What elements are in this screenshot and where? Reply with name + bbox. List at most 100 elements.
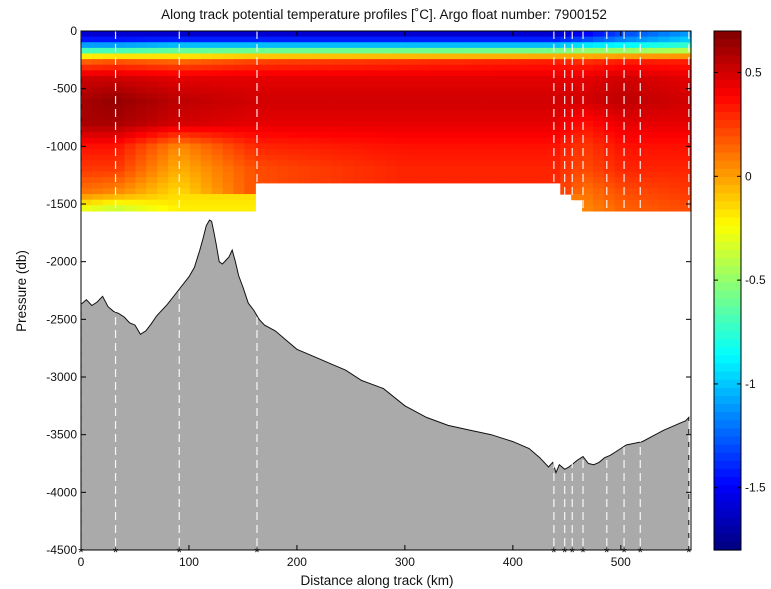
heatmap-cell (396, 36, 409, 43)
heatmap-cell (364, 137, 376, 145)
colorbar: 0.50-0.5-1-1.5 (713, 30, 766, 551)
heatmap-cell (320, 42, 333, 49)
heatmap-cell (146, 59, 158, 66)
heatmap-cell (560, 160, 572, 167)
heatmap-cell (200, 188, 213, 195)
heatmap-cell (571, 182, 583, 190)
heatmap-cell (538, 126, 550, 133)
heatmap-cell (157, 70, 169, 77)
heatmap-cell (549, 75, 561, 83)
heatmap-cell (91, 154, 104, 161)
heatmap-cell (462, 75, 474, 83)
profile-marker: * (113, 544, 119, 560)
heatmap-cell (505, 109, 518, 116)
heatmap-cell (625, 47, 638, 55)
heatmap-cell (222, 115, 235, 122)
heatmap-cell (429, 104, 442, 111)
heatmap-cell (233, 188, 245, 195)
heatmap-cell (505, 64, 518, 71)
heatmap-cell (658, 75, 670, 83)
heatmap-cell (538, 42, 550, 49)
heatmap-cell (102, 143, 115, 150)
heatmap-cell (298, 171, 311, 178)
heatmap-cell (473, 42, 485, 49)
heatmap-cell (331, 42, 344, 49)
heatmap-cell (636, 36, 649, 43)
colorbar-swatch (714, 217, 741, 227)
heatmap-cell (494, 165, 507, 173)
heatmap-cell (124, 31, 137, 38)
heatmap-cell (505, 165, 518, 173)
heatmap-cell (516, 149, 529, 156)
heatmap-cell (505, 36, 518, 43)
heatmap-cell (222, 143, 235, 150)
heatmap-cell (189, 64, 202, 71)
heatmap-cell (592, 75, 605, 83)
heatmap-cell (113, 182, 126, 190)
heatmap-cell (451, 165, 463, 173)
heatmap-cell (647, 98, 659, 105)
heatmap-cell (592, 115, 605, 122)
heatmap-cell (331, 36, 344, 43)
heatmap-cell (386, 36, 398, 43)
heatmap-cell (527, 177, 540, 184)
heatmap-cell (266, 36, 278, 43)
heatmap-cell (287, 149, 300, 156)
heatmap-cell (440, 70, 452, 77)
heatmap-cell (277, 109, 289, 116)
heatmap-cell (592, 81, 605, 88)
heatmap-cell (658, 126, 670, 133)
heatmap-cell (396, 154, 409, 161)
heatmap-cell (516, 137, 529, 145)
heatmap-cell (527, 53, 540, 60)
heatmap-cell (625, 160, 638, 167)
x-tick-label: 100 (179, 555, 199, 569)
heatmap-cell (124, 194, 137, 201)
heatmap-cell (91, 143, 104, 150)
heatmap-cell (189, 87, 202, 94)
heatmap-cell (473, 171, 485, 178)
heatmap-cell (440, 31, 452, 38)
colorbar-swatch (714, 225, 741, 235)
heatmap-cell (124, 137, 137, 145)
heatmap-cell (244, 31, 256, 38)
heatmap-cell (298, 70, 311, 77)
heatmap-cell (146, 199, 158, 206)
heatmap-cell (407, 59, 420, 66)
heatmap-cell (244, 36, 256, 43)
heatmap-cell (287, 171, 300, 178)
heatmap-cell (516, 115, 529, 122)
heatmap-cell (647, 132, 659, 139)
heatmap-cell (102, 75, 115, 83)
heatmap-cell (179, 92, 191, 100)
heatmap-cell (538, 64, 550, 71)
heatmap-cell (146, 81, 158, 88)
heatmap-cell (244, 59, 256, 66)
colorbar-swatch (714, 525, 741, 535)
heatmap-cell (353, 160, 365, 167)
heatmap-cell (592, 143, 605, 150)
heatmap-cell (331, 64, 344, 71)
colorbar-swatch (714, 468, 741, 478)
heatmap-cell (222, 160, 235, 167)
colorbar-swatch (714, 47, 741, 56)
heatmap-cell (680, 59, 692, 66)
heatmap-cell (505, 59, 518, 66)
heatmap-cell (179, 42, 191, 49)
heatmap-cell (647, 126, 659, 133)
heatmap-cell (418, 70, 431, 77)
heatmap-cell (636, 31, 649, 38)
heatmap-cell (277, 70, 289, 77)
heatmap-cell (342, 154, 354, 161)
heatmap-cell (113, 149, 126, 156)
heatmap-cell (244, 75, 256, 83)
heatmap-cell (266, 115, 278, 122)
heatmap-cell (527, 154, 540, 161)
heatmap-cell (266, 75, 278, 83)
heatmap-cell (124, 205, 137, 212)
heatmap-cell (462, 149, 474, 156)
heatmap-cell (462, 126, 474, 133)
colorbar-swatch (714, 477, 741, 486)
plot-area: * * * * * * * * * * * * (78, 30, 692, 560)
